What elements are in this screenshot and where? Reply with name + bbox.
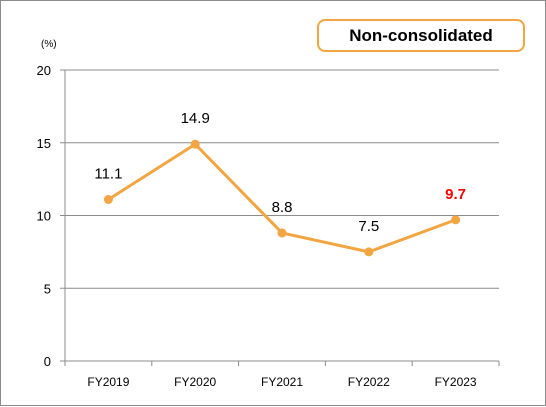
x-tick-label: FY2022 [348, 375, 390, 389]
series-group [103, 139, 461, 257]
x-tick-label: FY2019 [87, 375, 129, 389]
data-point [451, 215, 461, 225]
data-point [277, 228, 287, 238]
axes [60, 69, 500, 366]
data-label: 7.5 [358, 218, 379, 235]
y-axis-unit: (%) [41, 39, 57, 50]
data-point [364, 247, 374, 257]
y-tick-label: 0 [44, 354, 51, 369]
gridlines [65, 69, 499, 289]
x-tick-label: FY2021 [261, 375, 303, 389]
data-label: 8.8 [272, 199, 293, 216]
data-label: 14.9 [181, 110, 210, 127]
y-tick-label: 5 [44, 281, 51, 296]
y-tick-label: 15 [37, 136, 51, 151]
data-label: 9.7 [445, 186, 466, 203]
y-tick-label: 20 [37, 63, 51, 78]
scope-badge: Non-consolidated [317, 19, 525, 52]
data-labels: 11.1 14.9 8.8 7.5 9.7 [94, 110, 466, 235]
y-tick-labels: 0 5 10 15 20 [37, 63, 51, 369]
x-tick-label: FY2023 [435, 375, 477, 389]
data-point [103, 194, 113, 204]
x-tick-label: FY2020 [174, 375, 216, 389]
data-point [190, 139, 200, 149]
y-tick-label: 10 [37, 209, 51, 224]
data-label: 11.1 [94, 165, 122, 182]
x-tick-labels: FY2019 FY2020 FY2021 FY2022 FY2023 [87, 375, 477, 389]
